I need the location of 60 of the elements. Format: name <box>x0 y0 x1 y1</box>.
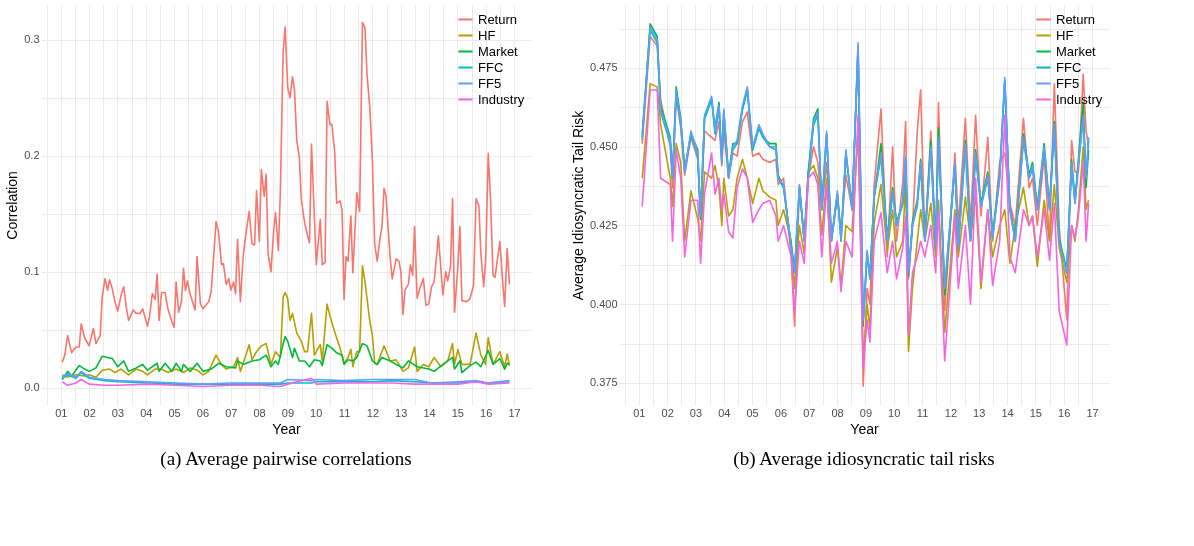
legend-label: Market <box>478 43 519 59</box>
x-tick-label: 05 <box>168 406 181 419</box>
x-tick-label: 09 <box>859 406 873 419</box>
x-tick-label: 02 <box>661 406 674 419</box>
x-tick-label: 01 <box>633 406 646 419</box>
x-tick-label: 04 <box>718 406 731 419</box>
legend-label: Return <box>1056 11 1096 27</box>
x-tick-label: 01 <box>55 406 68 419</box>
y-tick-label: 0.400 <box>589 297 618 310</box>
y-tick-label: 0.475 <box>589 61 618 74</box>
x-tick-label: 14 <box>1001 406 1014 419</box>
x-tick-label: 10 <box>888 406 901 419</box>
y-tick-label: 0.375 <box>589 376 618 389</box>
x-tick-label: 12 <box>366 406 380 419</box>
legend-label: Return <box>478 11 518 27</box>
x-tick-label: 17 <box>1086 406 1099 419</box>
legend-label: FFC <box>1056 59 1082 75</box>
x-tick-label: 13 <box>395 406 408 419</box>
x-tick-label: 02 <box>83 406 96 419</box>
x-tick-label: 17 <box>508 406 521 419</box>
legend-label: Market <box>1056 43 1097 59</box>
y-tick-label: 0.0 <box>24 381 40 394</box>
x-tick-label: 03 <box>689 406 703 419</box>
x-tick-label: 06 <box>196 406 210 419</box>
x-tick-label: 14 <box>423 406 436 419</box>
y-axis-title: Average Idiosyncratic Tail Risk <box>569 109 586 301</box>
legend-label: HF <box>478 27 496 43</box>
x-tick-label: 16 <box>480 406 493 419</box>
x-tick-label: 12 <box>944 406 958 419</box>
x-tick-label: 11 <box>916 406 929 419</box>
legend-label: HF <box>1056 27 1074 43</box>
x-tick-label: 11 <box>338 406 351 419</box>
x-tick-label: 08 <box>831 406 844 419</box>
text: (b) Average idiosyncratic tail risks <box>733 448 995 470</box>
legend-label: FF5 <box>478 75 502 91</box>
x-tick-label: 05 <box>746 406 759 419</box>
x-axis-title: Year <box>850 420 879 437</box>
y-tick-label: 0.425 <box>589 218 618 231</box>
x-tick-label: 08 <box>253 406 266 419</box>
y-tick-label: 0.450 <box>589 140 618 153</box>
x-tick-label: 10 <box>310 406 323 419</box>
x-axis-title: Year <box>272 420 301 437</box>
x-tick-label: 04 <box>140 406 153 419</box>
x-tick-label: 03 <box>111 406 125 419</box>
x-tick-label: 06 <box>774 406 788 419</box>
y-axis-title: Correlation <box>4 171 21 240</box>
legend-label: FF5 <box>1056 75 1080 91</box>
y-tick-label: 0.2 <box>24 149 40 162</box>
x-tick-label: 09 <box>281 406 295 419</box>
y-tick-label: 0.3 <box>24 33 40 46</box>
x-tick-label: 15 <box>1029 406 1042 419</box>
legend-label: Industry <box>478 91 525 107</box>
text: (a) Average pairwise correlations <box>160 448 412 470</box>
x-tick-label: 16 <box>1058 406 1071 419</box>
y-tick-label: 0.1 <box>24 265 40 278</box>
x-tick-label: 07 <box>225 406 238 419</box>
legend-label: FFC <box>478 59 504 75</box>
x-tick-label: 13 <box>973 406 986 419</box>
x-tick-label: 07 <box>803 406 816 419</box>
x-tick-label: 15 <box>451 406 464 419</box>
